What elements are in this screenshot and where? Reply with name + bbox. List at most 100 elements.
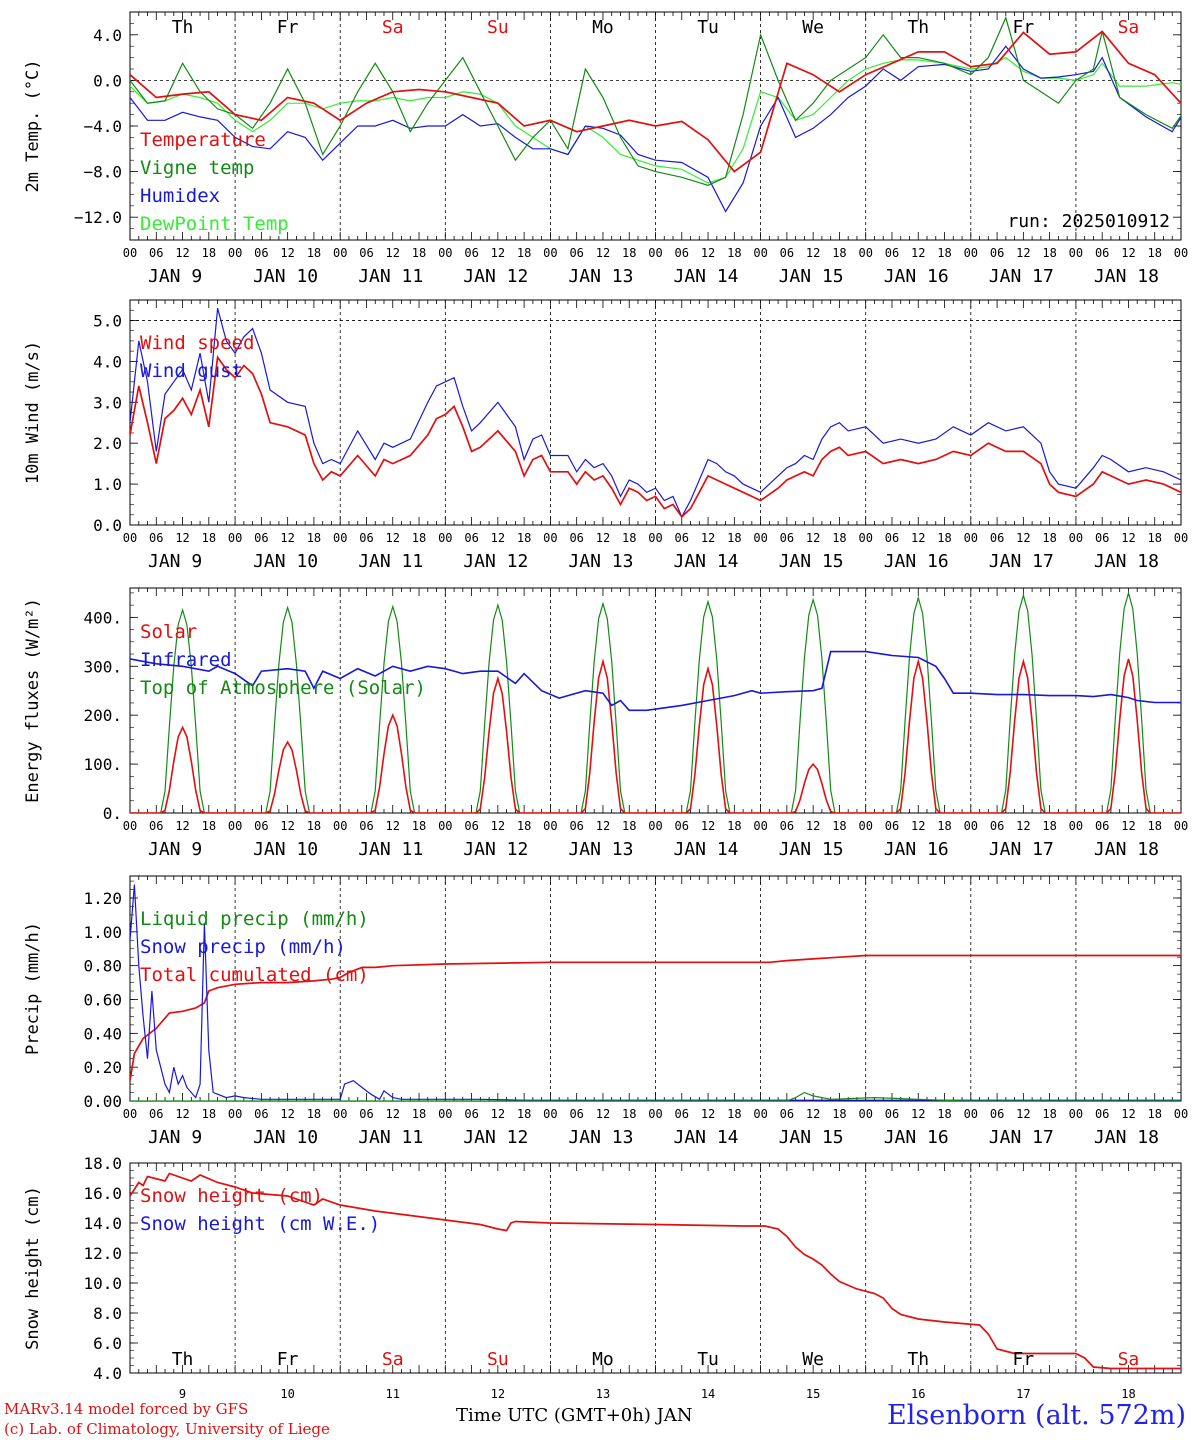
hour-tick-label: 12 [1121,1107,1135,1121]
hour-tick-label: 12 [911,531,925,545]
bottom-day-number: 18 [1121,1387,1135,1401]
hour-tick-label: 12 [386,246,400,260]
day-label: JAN 12 [463,266,528,287]
day-label: JAN 14 [674,551,739,572]
hour-tick-label: 00 [543,246,557,260]
hour-tick-label: 12 [806,1107,820,1121]
y-tick-label: 16.0 [83,1184,122,1203]
y-axis-label: 10m Wind (m/s) [23,341,43,484]
day-label: JAN 9 [148,839,202,860]
hour-tick-label: 12 [596,531,610,545]
hour-tick-label: 00 [438,819,452,833]
hour-tick-label: 12 [596,1107,610,1121]
panel-frame [129,299,1182,526]
hour-tick-label: 18 [412,246,426,260]
panel-wind: 00 06 12 18 00 06 12 18 00 06 12 18 00 06 12 18 00 06 12 18… [23,299,1188,572]
hour-tick-label: 18 [622,819,636,833]
weekday-label: Th [172,17,194,38]
day-label: JAN 10 [253,1127,318,1148]
hour-tick-label: 12 [596,819,610,833]
weekday-label: Fr [1013,1349,1035,1370]
y-tick-label: 0.60 [83,990,122,1009]
hour-tick-label: 06 [464,531,478,545]
day-label: JAN 10 [253,839,318,860]
day-label: JAN 16 [884,551,949,572]
y-tick-label: 0.0 [93,71,122,90]
hour-tick-label: 00 [648,246,662,260]
day-label: JAN 13 [568,551,633,572]
day-label: JAN 9 [148,1127,202,1148]
hour-tick-label: 00 [333,531,347,545]
hour-tick-label: 06 [780,819,794,833]
lab-credit: (c) Lab. of Climatology, University of L… [4,1420,330,1438]
y-tick-label: 1.20 [83,889,122,908]
hour-tick-label: 00 [1174,531,1188,545]
hour-tick-label: 12 [806,531,820,545]
series-vigne-temp [130,15,1181,186]
hour-tick-label: 12 [701,819,715,833]
weekday-label: Mo [592,1349,614,1370]
series-snow-precip-mm-h- [130,884,1181,1101]
bottom-day-number: 12 [491,1387,505,1401]
hour-tick-label: 06 [464,819,478,833]
hour-tick-label: 18 [937,246,951,260]
hour-tick-label: 06 [464,246,478,260]
hour-tick-label: 06 [569,1107,583,1121]
y-tick-label: −4.0 [83,117,122,136]
hour-tick-label: 00 [123,246,137,260]
legend-entry: Snow precip (mm/h) [140,936,346,958]
legend-entry: Top of Atmosphere (Solar) [140,677,426,699]
hour-tick-label: 12 [175,819,189,833]
legend-entry: Vigne temp [140,157,254,179]
weekday-label: Th [172,1349,194,1370]
day-label: JAN 12 [463,1127,528,1148]
hour-tick-label: 18 [937,1107,951,1121]
hour-tick-label: 12 [1016,531,1030,545]
hour-tick-label: 12 [911,819,925,833]
hour-tick-label: 18 [622,1107,636,1121]
hour-tick-label: 18 [1042,819,1056,833]
series-temperature [130,30,1181,173]
hour-tick-label: 00 [1069,1107,1083,1121]
hour-tick-label: 00 [753,531,767,545]
hour-tick-label: 18 [1042,1107,1056,1121]
hour-tick-label: 00 [543,1107,557,1121]
bottom-day-number: 13 [596,1387,610,1401]
hour-tick-label: 12 [1121,531,1135,545]
hour-tick-label: 00 [543,531,557,545]
hour-tick-label: 18 [412,531,426,545]
legend-entry: Infrared [140,649,232,671]
run-label: run: 2025010912 [1007,211,1170,232]
hour-tick-label: 00 [1069,819,1083,833]
hour-tick-label: 06 [359,246,373,260]
hour-tick-label: 06 [149,531,163,545]
y-tick-label: 10.0 [83,1274,122,1293]
hour-tick-label: 06 [1095,246,1109,260]
hour-tick-label: 18 [622,246,636,260]
panel-temperature: 00 06 12 18 00 06 12 18 00 06 12 18 00 06 12 18 00 06 12 18… [23,11,1188,287]
hour-tick-label: 12 [1121,246,1135,260]
day-label: JAN 16 [884,839,949,860]
y-tick-label: 3.0 [93,393,122,412]
hour-tick-label: 18 [937,819,951,833]
day-label: JAN 18 [1094,266,1159,287]
weekday-label: We [802,1349,824,1370]
hour-tick-label: 00 [1174,246,1188,260]
day-label: JAN 15 [779,839,844,860]
hour-tick-label: 06 [675,246,689,260]
weekday-label: Su [487,1349,509,1370]
hour-tick-label: 06 [780,531,794,545]
weekday-label: Sa [382,1349,404,1370]
hour-tick-label: 18 [517,531,531,545]
day-label: JAN 12 [463,839,528,860]
series-dewpoint-temp [130,56,1181,184]
hour-tick-label: 18 [202,819,216,833]
hour-tick-label: 18 [517,246,531,260]
day-label: JAN 16 [884,1127,949,1148]
hour-tick-label: 06 [359,531,373,545]
hour-tick-label: 00 [648,1107,662,1121]
weekday-label: Sa [382,17,404,38]
y-axis-label: Precip (mm/h) [23,922,43,1055]
hour-tick-label: 18 [307,1107,321,1121]
y-axis-label: 2m Temp. (°C) [23,59,43,192]
